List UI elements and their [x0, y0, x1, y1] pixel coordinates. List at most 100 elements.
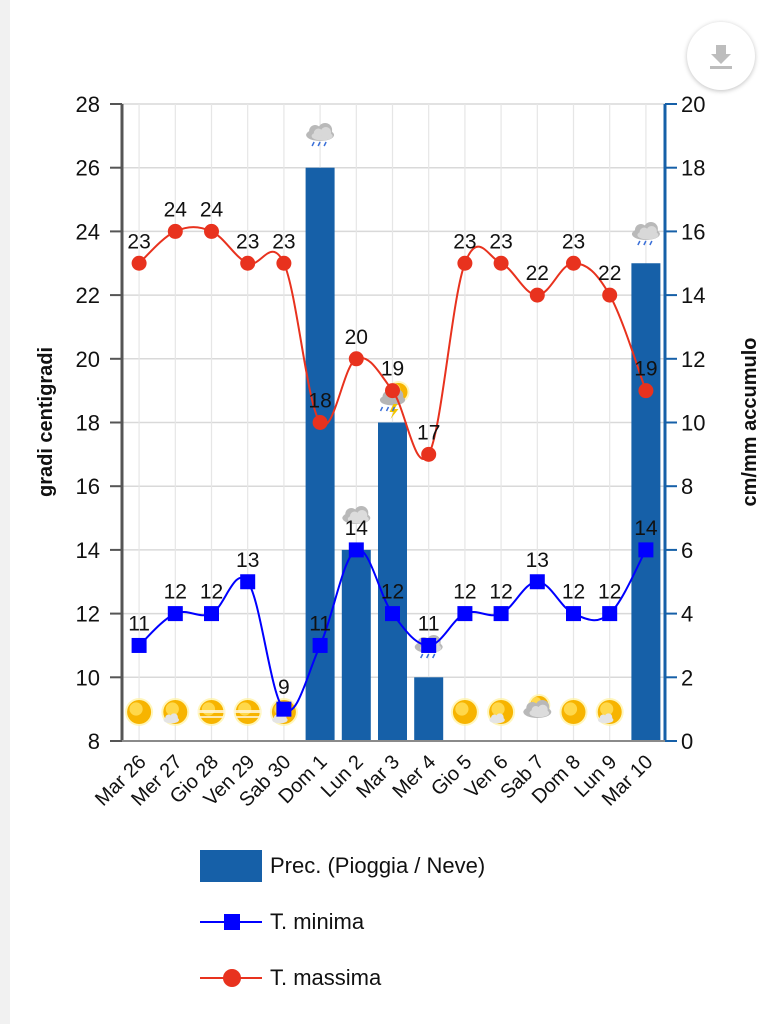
tmax-point	[385, 383, 400, 399]
tmin-point	[131, 637, 147, 653]
cloud-puff	[350, 511, 360, 521]
tmax-data-label: 23	[453, 230, 476, 253]
tmax-data-label: 20	[345, 326, 368, 349]
tmax-point	[457, 255, 473, 271]
legend-square-swatch	[200, 906, 262, 938]
precip-bar	[414, 677, 444, 741]
download-icon	[710, 45, 732, 69]
weather-icon-sun-cloud	[595, 698, 624, 726]
y-right-tick-label: 2	[681, 665, 693, 690]
haze-band	[199, 716, 224, 718]
y-left-tick-label: 26	[76, 156, 100, 181]
y-right-tick-label: 14	[681, 283, 705, 308]
tmin-point	[457, 606, 473, 622]
y-right-tick-label: 20	[681, 92, 705, 117]
cloud-puff	[491, 714, 498, 722]
y-left-tick-label: 12	[76, 602, 100, 627]
y-left-tick-label: 20	[76, 347, 100, 372]
tmax-point	[348, 351, 364, 367]
y-axis-left-label: gradi centigradi	[35, 347, 57, 497]
tmin-point	[421, 637, 437, 653]
weather-icon-sun	[450, 698, 479, 726]
tmax-data-label: 23	[272, 230, 295, 253]
haze-band	[233, 710, 262, 713]
rain-drop	[379, 406, 384, 412]
y-right-tick-label: 6	[681, 538, 693, 563]
tmin-data-label: 9	[278, 676, 290, 699]
download-button[interactable]	[687, 22, 755, 90]
cloud-puff	[537, 704, 548, 715]
y-right-tick-label: 10	[681, 411, 705, 436]
tmax-data-label: 23	[489, 230, 512, 253]
tmax-point	[167, 223, 183, 239]
tmin-data-label: 12	[200, 581, 223, 604]
tmin-line	[138, 548, 647, 712]
weather-chart: 81012141618202224262802468101214161820Ma…	[35, 92, 761, 811]
tmax-point	[566, 255, 581, 271]
cloud-puff	[604, 713, 613, 722]
legend-item-tmax[interactable]: T. massima	[200, 950, 485, 1006]
legend-label: T. minima	[270, 909, 365, 934]
rain-drop	[643, 240, 647, 246]
rain-drop	[649, 240, 653, 246]
tmin-point	[276, 701, 292, 717]
tmin-point	[529, 574, 545, 590]
tmax-point	[638, 383, 654, 399]
weather-icon-sun-haze	[233, 698, 262, 726]
legend-item-precip[interactable]: Prec. (Pioggia / Neve)	[200, 838, 485, 894]
tmin-data-label: 14	[345, 517, 369, 540]
legend-item-tmin[interactable]: T. minima	[200, 894, 485, 950]
x-tick-label: Mer 4	[389, 751, 441, 803]
y-left-tick-label: 22	[76, 283, 100, 308]
tmin-point	[566, 606, 581, 622]
y-left-tick-label: 28	[76, 92, 100, 117]
page-left-edge	[0, 0, 10, 1024]
tmin-data-label: 14	[634, 517, 658, 540]
y-right-tick-label: 12	[681, 347, 705, 372]
tmax-data-label: 19	[381, 358, 404, 381]
tmin-data-label: 12	[598, 581, 621, 604]
tmax-point	[204, 223, 219, 239]
tmin-point	[638, 542, 654, 558]
cloud-puff	[320, 127, 332, 138]
y-right-tick-label: 0	[681, 729, 693, 754]
chart-legend: Prec. (Pioggia / Neve) T. minima T. mass…	[200, 838, 485, 1006]
y-left-tick-label: 14	[76, 538, 100, 563]
legend-circle-swatch	[200, 962, 262, 994]
tmin-point	[493, 606, 509, 622]
tmax-point	[312, 415, 328, 430]
grid-lines	[122, 103, 665, 742]
y-left-tick-label: 8	[88, 729, 100, 754]
sun-highlight	[238, 702, 252, 716]
tmin-data-label: 12	[489, 581, 512, 604]
y-right-tick-label: 18	[681, 156, 705, 181]
tmin-data-label: 12	[381, 581, 404, 604]
sun-highlight	[600, 702, 614, 716]
rain-drop	[311, 141, 315, 147]
tmin-point	[348, 542, 364, 558]
rain-drop	[420, 653, 424, 659]
tmax-point	[276, 255, 292, 271]
tmin-data-label: 11	[418, 612, 440, 635]
cloud-puff	[639, 227, 649, 237]
haze-band	[197, 710, 226, 713]
cloud-puff	[170, 713, 178, 722]
weather-icon-sun-cloud	[487, 698, 516, 726]
tmin-point	[240, 574, 256, 590]
precip-bar	[341, 549, 371, 741]
tmax-point	[240, 255, 256, 271]
y-right-tick-label: 8	[681, 474, 693, 499]
tmin-data-label: 11	[128, 612, 150, 635]
cloud-puff	[496, 713, 504, 722]
tmin-data-label: 12	[453, 581, 476, 604]
precip-bar	[378, 422, 407, 741]
sun-highlight	[491, 702, 505, 716]
tmin-point	[312, 637, 328, 653]
temperature-lines	[131, 223, 654, 717]
sun-highlight	[165, 702, 179, 716]
tmin-point	[602, 606, 618, 622]
legend-bar-swatch	[200, 850, 262, 882]
tmin-data-label: 11	[309, 612, 331, 635]
tmax-data-label: 24	[200, 198, 224, 221]
tmin-data-label: 13	[526, 549, 549, 572]
